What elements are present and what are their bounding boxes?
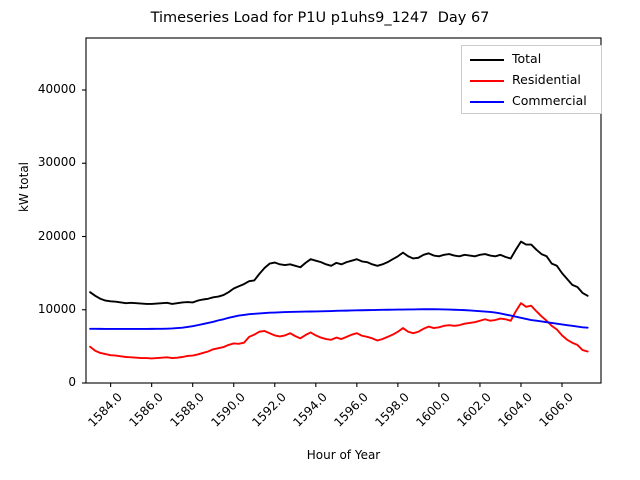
axis-ticks xyxy=(82,89,563,387)
series-line-commercial xyxy=(89,308,589,330)
y-tick-label: 0 xyxy=(68,375,76,389)
legend-swatch-total xyxy=(470,59,504,61)
chart-title: Timeseries Load for P1U p1uhs9_1247 Day … xyxy=(150,10,490,26)
y-tick-label: 20000 xyxy=(37,228,76,243)
legend-label-residential: Residential xyxy=(512,72,581,87)
legend-swatch-commercial xyxy=(470,101,504,103)
series-line-total xyxy=(89,240,589,305)
data-series xyxy=(89,240,589,360)
legend-swatch-residential xyxy=(470,80,504,82)
y-tick-label: 40000 xyxy=(37,82,76,96)
legend-label-total: Total xyxy=(512,51,542,66)
chart-legend: Total Residential Commercial xyxy=(461,45,602,114)
x-axis-label: Hour of Year xyxy=(306,448,381,462)
y-axis-label: kW total xyxy=(17,161,31,213)
y-tick-label: 10000 xyxy=(37,301,76,316)
axes-frame xyxy=(85,37,602,384)
legend-label-commercial: Commercial xyxy=(512,93,587,108)
y-tick-label: 30000 xyxy=(37,155,76,170)
series-line-residential xyxy=(89,302,589,360)
